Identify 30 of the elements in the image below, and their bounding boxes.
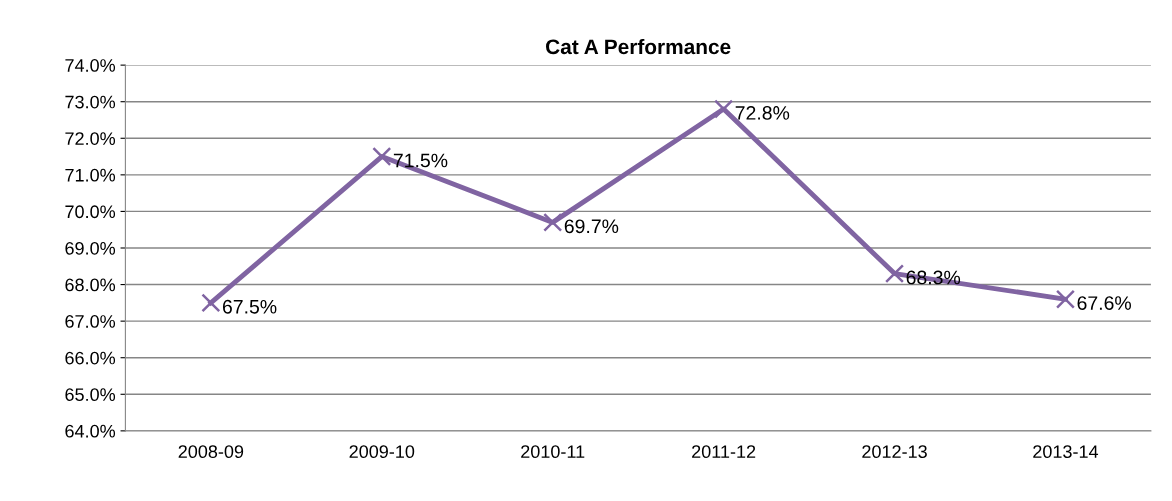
x-tick-label: 2011-12 (692, 445, 756, 459)
x-tick-label: 2012-13 (862, 445, 927, 459)
x-tick-label: 2013-14 (1033, 445, 1099, 459)
point (884, 264, 905, 284)
y-tick-label: 74.0% (65, 59, 116, 72)
data-label: 71.5% (393, 153, 448, 168)
point (543, 212, 563, 232)
x-tick-label: 2008-09 (178, 445, 244, 459)
y-tick-label: 71.0% (65, 168, 116, 182)
y-tick-label: 66.0% (65, 351, 116, 365)
data-label: 68.3% (906, 270, 961, 285)
point (1055, 289, 1076, 309)
data-label: 67.5% (222, 299, 277, 314)
chart-title: Cat A Performance (546, 38, 731, 55)
y-tick-label: 72.0% (65, 132, 116, 145)
y-tick-label: 68.0% (65, 278, 116, 292)
point (714, 99, 734, 119)
y-tick-label: 69.0% (65, 241, 116, 255)
x-tick-label: 2010-11 (521, 445, 585, 459)
point (201, 293, 221, 313)
x-tick-label: 2009-10 (349, 445, 415, 459)
y-tick-label: 64.0% (65, 424, 116, 438)
data-label: 67.6% (1077, 296, 1131, 310)
y-tick-label: 65.0% (65, 388, 116, 402)
data-label: 69.7% (564, 219, 619, 234)
y-tick-label: 67.0% (65, 315, 116, 328)
point (372, 146, 392, 167)
y-tick-label: 70.0% (65, 205, 116, 219)
y-tick-label: 73.0% (65, 95, 116, 109)
data-label: 72.8% (735, 106, 790, 120)
